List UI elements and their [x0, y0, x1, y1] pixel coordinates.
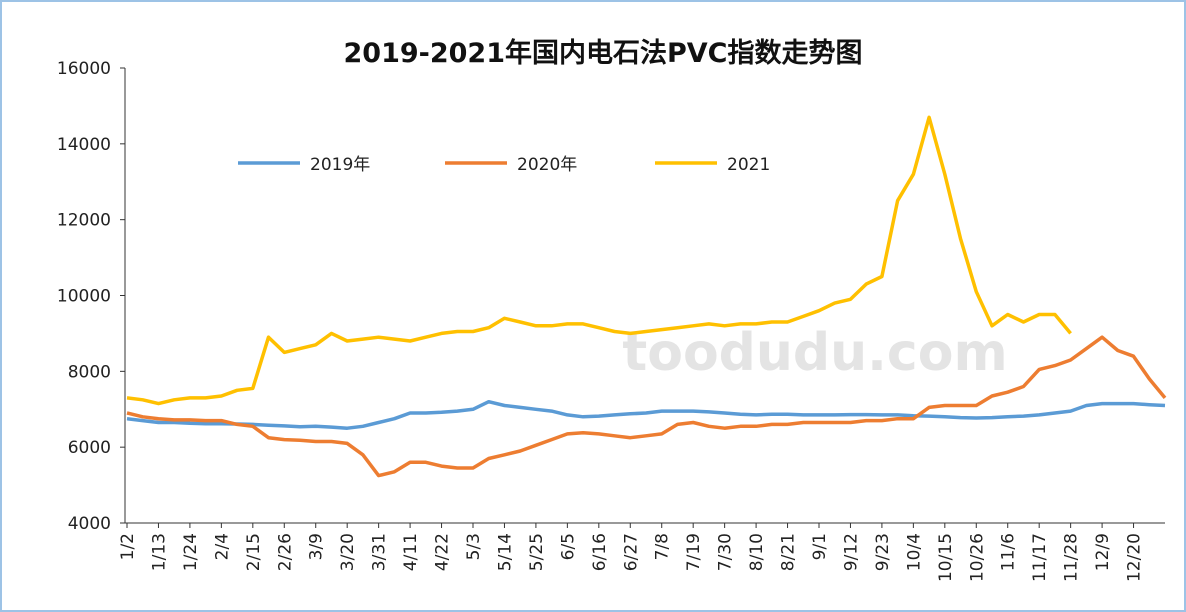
x-tick-label: 8/21 [779, 533, 799, 571]
x-tick-label: 10/15 [936, 533, 956, 582]
x-tick-label: 5/3 [464, 533, 484, 560]
line-series [126, 115, 1072, 406]
y-tick-label: 4000 [68, 514, 111, 534]
x-tick-label: 6/5 [558, 533, 578, 560]
legend-label: 2019年 [310, 155, 370, 175]
x-tick-label: 7/30 [716, 533, 736, 571]
x-tick-label: 2/15 [244, 533, 264, 571]
x-tick-label: 10/4 [904, 533, 924, 571]
x-tick-label: 2/4 [212, 533, 232, 560]
y-tick-label: 8000 [68, 362, 111, 382]
x-tick-label: 3/20 [338, 533, 358, 571]
line-series [126, 335, 1167, 478]
x-tick-label: 7/8 [653, 533, 673, 560]
x-tick-label: 9/23 [873, 533, 893, 571]
y-tick-label: 16000 [57, 59, 111, 79]
x-tick-label: 9/12 [841, 533, 861, 571]
x-tick-label: 6/16 [590, 533, 610, 571]
x-tick-label: 11/17 [1030, 533, 1050, 582]
x-tick-label: 12/9 [1093, 533, 1113, 571]
y-tick-label: 6000 [68, 438, 111, 458]
x-tick-label: 1/2 [118, 533, 138, 560]
x-tick-label: 11/6 [999, 533, 1019, 571]
legend-label: 2021 [727, 155, 770, 175]
x-tick-label: 5/14 [495, 533, 515, 571]
y-tick-label: 10000 [57, 287, 111, 307]
line-series [126, 399, 1166, 430]
x-tick-label: 3/9 [307, 533, 327, 560]
x-tick-label: 6/27 [621, 533, 641, 571]
x-tick-label: 3/31 [370, 533, 390, 571]
watermark: toodudu.com [622, 323, 1007, 383]
x-tick-label: 12/20 [1125, 533, 1145, 582]
x-tick-label: 11/28 [1062, 533, 1082, 582]
x-tick-label: 1/13 [149, 533, 169, 571]
x-tick-label: 5/25 [527, 533, 547, 571]
legend-label: 2020年 [517, 155, 577, 175]
y-tick-label: 14000 [57, 135, 111, 155]
x-tick-label: 8/10 [747, 533, 767, 571]
x-tick-label: 9/1 [810, 533, 830, 560]
y-tick-label: 12000 [57, 211, 111, 231]
x-tick-label: 1/24 [181, 533, 201, 571]
x-tick-label: 2/26 [275, 533, 295, 571]
x-tick-label: 7/19 [684, 533, 704, 571]
chart-title: 2019-2021年国内电石法PVC指数走势图 [344, 37, 863, 69]
x-tick-label: 4/11 [401, 533, 421, 571]
x-tick-label: 4/22 [433, 533, 453, 571]
x-tick-label: 10/26 [967, 533, 987, 582]
